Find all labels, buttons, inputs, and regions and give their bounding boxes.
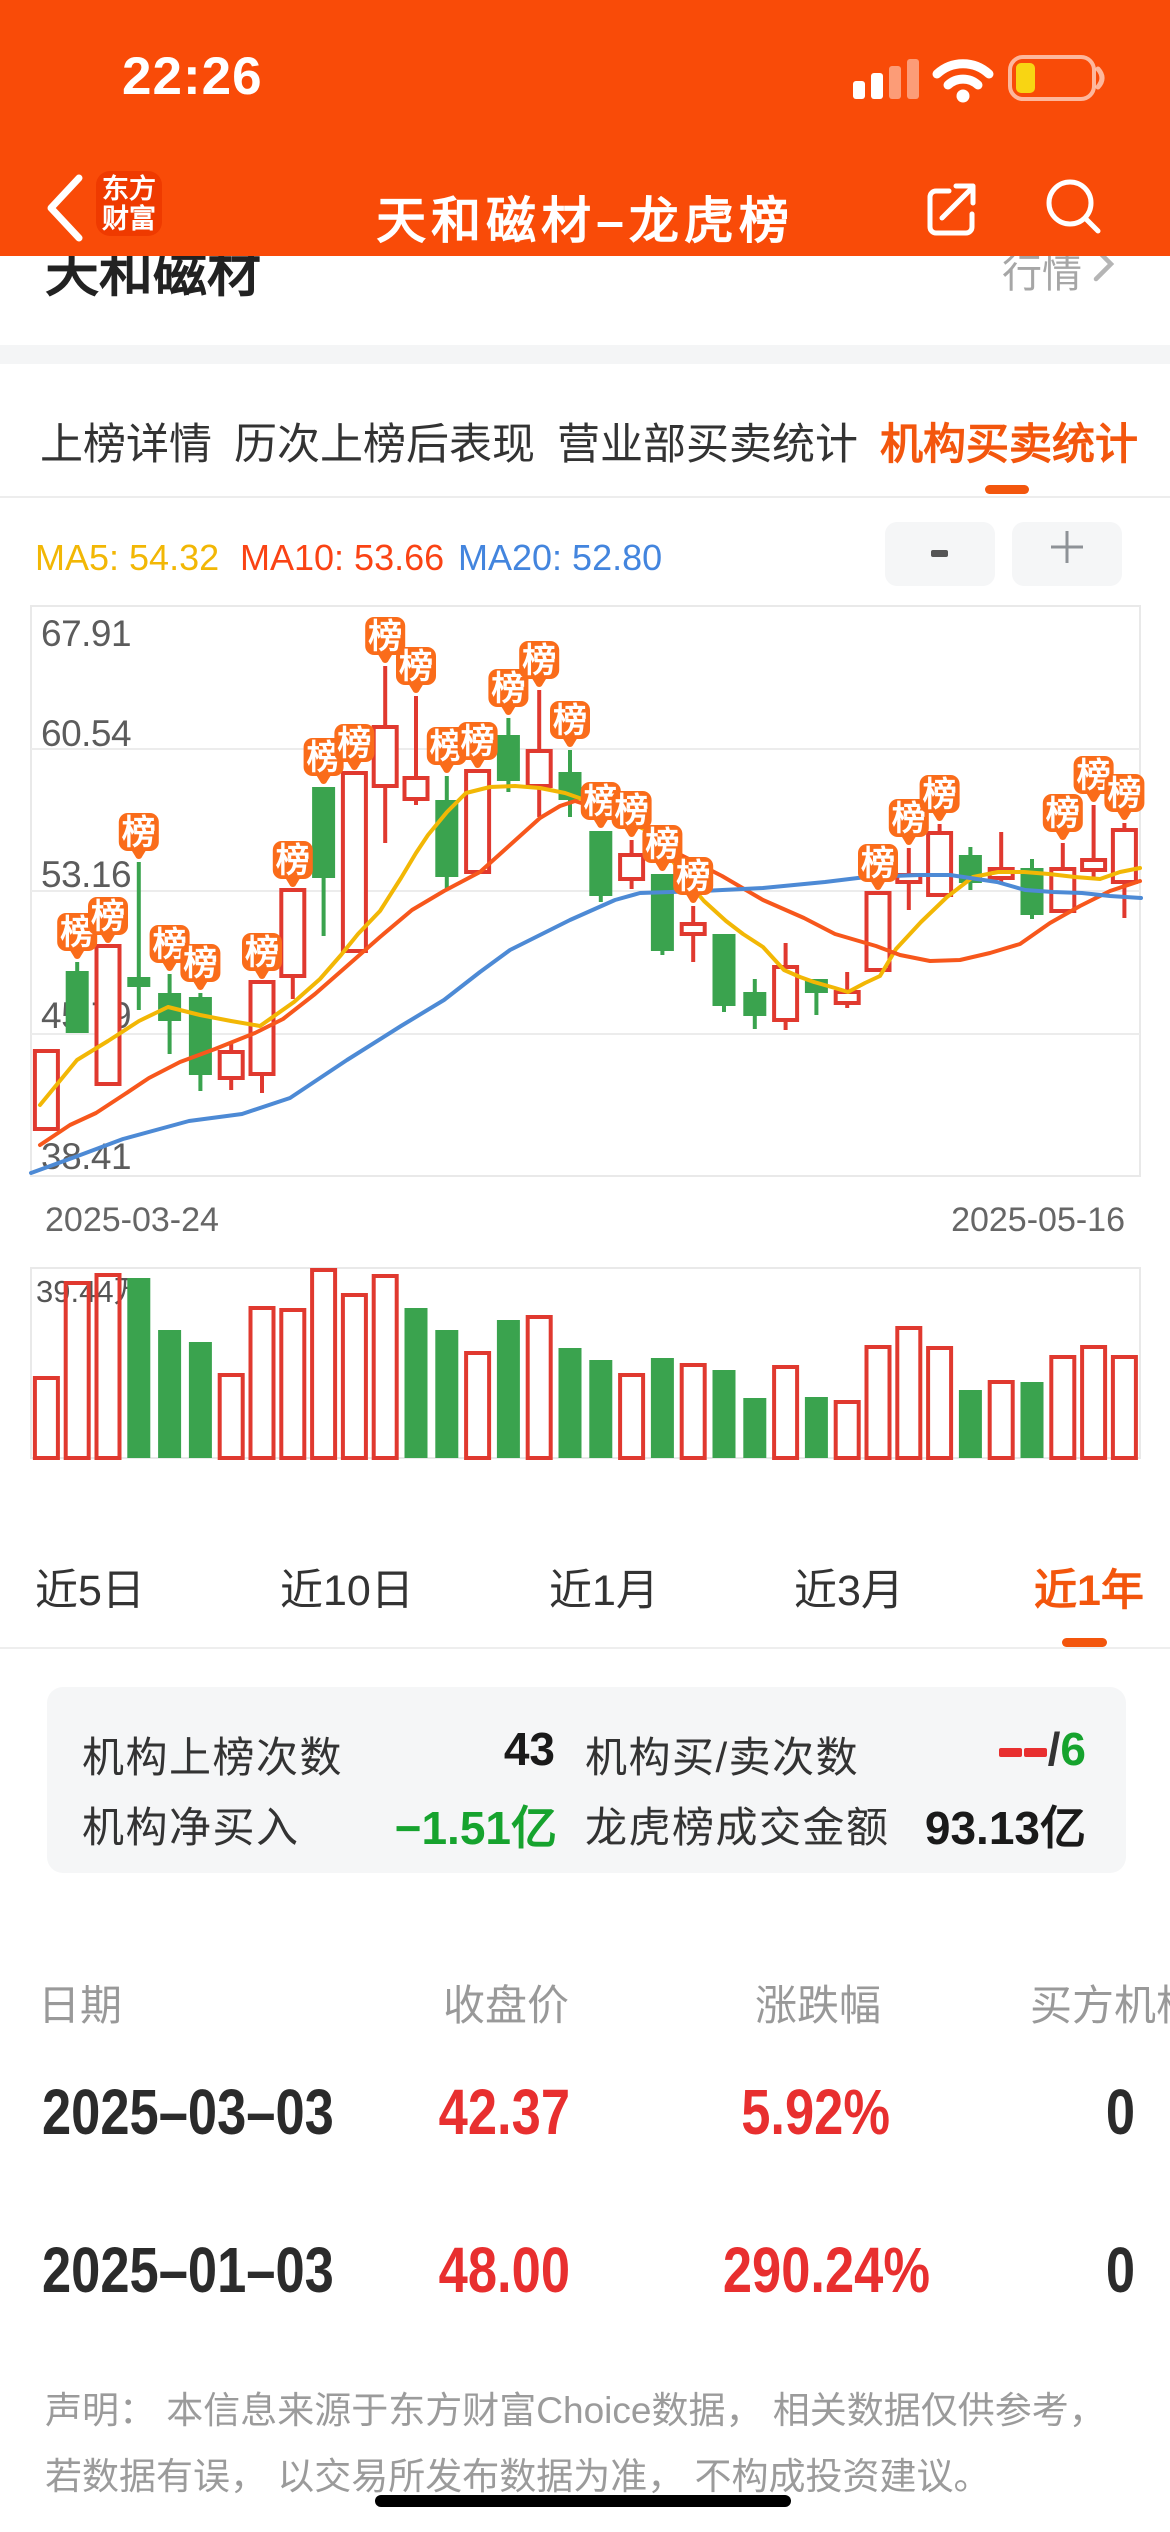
svg-text:60.54: 60.54 [41,713,131,754]
svg-text:榜: 榜 [491,670,525,708]
svg-text:榜: 榜 [861,845,895,883]
svg-text:榜: 榜 [553,702,587,740]
svg-text:榜: 榜 [337,725,371,763]
svg-text:榜: 榜 [461,723,495,761]
svg-text:榜: 榜 [368,618,402,656]
svg-text:榜: 榜 [399,648,433,686]
svg-text:67.91: 67.91 [41,613,131,654]
svg-text:榜: 榜 [276,842,310,880]
svg-text:53.16: 53.16 [41,854,131,895]
svg-text:榜: 榜 [645,826,679,864]
svg-text:榜: 榜 [1107,775,1141,813]
svg-text:榜: 榜 [183,945,217,983]
svg-text:榜: 榜 [245,934,279,972]
svg-text:榜: 榜 [676,858,710,896]
svg-text:榜: 榜 [923,776,957,814]
svg-text:榜: 榜 [91,898,125,936]
svg-text:榜: 榜 [522,642,556,680]
svg-text:榜: 榜 [615,792,649,830]
svg-text:榜: 榜 [122,814,156,852]
svg-text:榜: 榜 [1046,795,1080,833]
